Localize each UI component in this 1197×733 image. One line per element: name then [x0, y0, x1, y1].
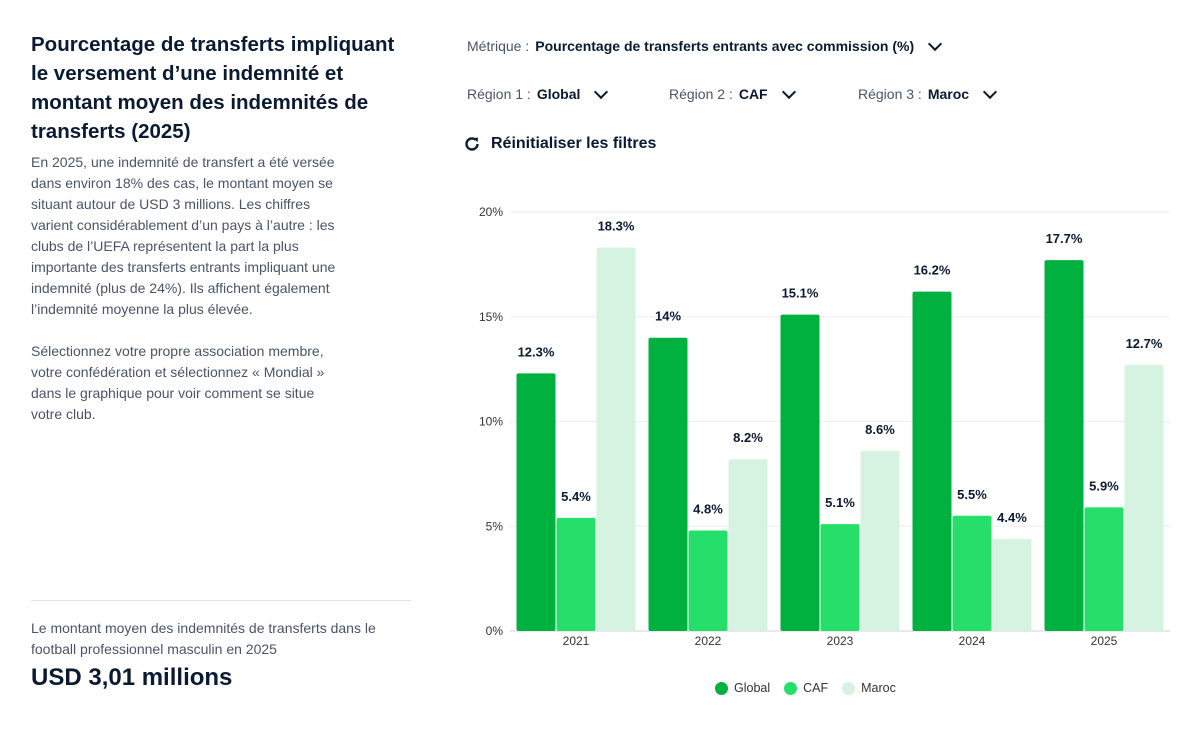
- legend-item-maroc[interactable]: Maroc: [842, 681, 896, 695]
- kpi-value: USD 3,01 millions: [31, 664, 233, 691]
- legend-swatch: [715, 681, 728, 695]
- description-paragraph: Sélectionnez votre propre association me…: [31, 343, 325, 422]
- chevron-down-icon: [781, 84, 796, 100]
- data-label: 18.3%: [598, 219, 635, 234]
- y-tick-label: 20%: [479, 205, 503, 219]
- kpi-label: Le montant moyen des indemnités de trans…: [31, 620, 376, 657]
- bar-maroc: [728, 459, 768, 631]
- region1-label: Région 1 :: [467, 86, 531, 102]
- bar-caf: [688, 530, 728, 631]
- y-tick-label: 5%: [486, 519, 504, 533]
- metric-value: Pourcentage de transferts entrants avec …: [535, 38, 915, 54]
- bar-global: [912, 291, 952, 631]
- data-label: 15.1%: [782, 286, 819, 301]
- data-label: 16.2%: [914, 263, 951, 278]
- region1-value: Global: [536, 86, 581, 102]
- region3-value: Maroc: [927, 86, 970, 102]
- bar-global: [516, 373, 556, 631]
- data-label: 5.5%: [957, 487, 987, 502]
- refresh-icon: [465, 137, 479, 151]
- bar-caf: [556, 517, 596, 631]
- x-tick-label: 2023: [827, 634, 854, 648]
- region3-dropdown[interactable]: Région 3 : Maroc: [858, 84, 998, 102]
- y-tick-label: 10%: [479, 415, 503, 429]
- bar-global: [648, 337, 688, 631]
- y-tick-label: 0%: [486, 624, 504, 638]
- data-label: 12.3%: [518, 344, 555, 359]
- legend-item-caf[interactable]: CAF: [784, 681, 828, 695]
- reset-label: Réinitialiser les filtres: [491, 135, 657, 152]
- legend-label: Maroc: [861, 681, 896, 695]
- region3-label: Région 3 :: [858, 86, 922, 102]
- legend-item-global[interactable]: Global: [715, 681, 770, 695]
- bar-maroc: [1124, 364, 1164, 631]
- region1-dropdown[interactable]: Région 1 : Global: [467, 84, 609, 102]
- legend: Global CAF Maroc: [715, 681, 896, 695]
- data-label: 5.1%: [825, 495, 855, 510]
- region2-value: CAF: [738, 86, 768, 102]
- bar-caf: [1084, 507, 1124, 631]
- chevron-down-icon: [982, 84, 998, 100]
- chevron-down-icon: [928, 36, 943, 52]
- bar-global: [1044, 260, 1084, 631]
- page-title: Pourcentage de transferts impliquant le …: [31, 33, 395, 143]
- x-tick-label: 2025: [1091, 634, 1118, 648]
- bar-caf: [952, 515, 992, 631]
- chevron-down-icon: [594, 84, 609, 100]
- data-label: 14%: [655, 309, 681, 324]
- data-label: 17.7%: [1046, 231, 1083, 246]
- data-label: 5.9%: [1089, 478, 1119, 493]
- description: En 2025, une indemnité de transfert a ét…: [31, 152, 411, 425]
- metric-label: Métrique :: [467, 38, 530, 54]
- description-paragraph: En 2025, une indemnité de transfert a ét…: [31, 154, 336, 317]
- legend-swatch: [784, 681, 798, 695]
- metric-dropdown[interactable]: Métrique : Pourcentage de transferts ent…: [467, 36, 943, 54]
- bar-maroc: [596, 247, 636, 632]
- x-tick-label: 2022: [695, 634, 722, 648]
- legend-label: CAF: [803, 681, 829, 695]
- bar-global: [780, 314, 820, 631]
- bar-maroc: [992, 538, 1032, 631]
- data-label: 12.7%: [1126, 336, 1163, 351]
- legend-label: Global: [734, 681, 771, 695]
- reset-filters-button[interactable]: Réinitialiser les filtres: [463, 135, 656, 153]
- data-label: 4.4%: [997, 510, 1027, 525]
- data-label: 8.6%: [865, 422, 895, 437]
- region2-dropdown[interactable]: Région 2 : CAF: [669, 84, 796, 102]
- region2-label: Région 2 :: [669, 86, 733, 102]
- intro-panel: Pourcentage de transferts impliquant le …: [31, 30, 411, 446]
- legend-swatch: [842, 681, 856, 695]
- y-tick-label: 15%: [479, 310, 503, 324]
- data-label: 4.8%: [693, 501, 723, 516]
- divider: [31, 600, 411, 601]
- bar-caf: [820, 524, 860, 631]
- x-tick-label: 2021: [563, 634, 590, 648]
- data-label: 8.2%: [733, 430, 763, 445]
- bar-maroc: [860, 450, 900, 631]
- x-tick-label: 2024: [959, 634, 986, 648]
- data-label: 5.4%: [561, 489, 591, 504]
